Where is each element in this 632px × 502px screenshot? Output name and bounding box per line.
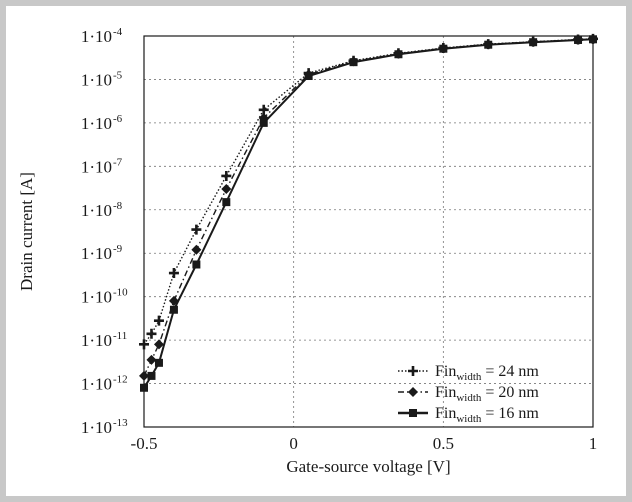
data-point xyxy=(259,118,268,127)
data-point xyxy=(169,305,178,314)
y-tick-label: 1·10 xyxy=(81,331,112,350)
series-1 xyxy=(139,34,598,381)
data-point xyxy=(304,72,313,81)
tick-labels: 1·10 -41·10 -51·10 -61·10 -71·10 -81·10 -91·10… xyxy=(81,26,597,453)
y-tick-exponent: -10 xyxy=(113,287,128,299)
series-line-2 xyxy=(143,38,594,389)
legend-swatch-marker xyxy=(408,387,418,397)
x-tick-label: 1 xyxy=(589,434,598,453)
data-point xyxy=(146,328,157,339)
y-tick-label: 1·10 xyxy=(81,70,112,89)
data-point xyxy=(349,58,358,67)
data-point xyxy=(153,339,164,350)
y-tick-exponent: -8 xyxy=(113,200,123,212)
x-tick-label: 0 xyxy=(289,434,298,453)
data-point xyxy=(484,40,493,49)
series-line-1 xyxy=(143,38,594,377)
x-axis-label: Gate-source voltage [V] xyxy=(286,457,450,476)
legend-swatch-marker xyxy=(408,366,418,376)
legend-swatch-marker xyxy=(409,409,417,417)
y-axis-label: Drain current [A] xyxy=(17,172,36,291)
y-tick-exponent: -13 xyxy=(113,417,128,429)
y-tick-exponent: -5 xyxy=(113,69,123,81)
data-point xyxy=(439,44,448,53)
data-point xyxy=(394,50,403,59)
y-tick-label: 1·10 xyxy=(81,288,112,307)
y-tick-exponent: -12 xyxy=(113,374,128,386)
y-tick-label: 1·10 xyxy=(81,375,112,394)
x-tick-label: 0.5 xyxy=(433,434,454,453)
legend-label: Finwidth = 16 nm xyxy=(435,405,539,425)
y-tick-exponent: -9 xyxy=(113,243,123,255)
data-point xyxy=(574,35,583,44)
series-group xyxy=(139,33,598,392)
y-tick-label: 1·10 xyxy=(81,157,112,176)
data-point xyxy=(191,244,202,255)
y-tick-exponent: -6 xyxy=(113,113,123,125)
data-point xyxy=(192,260,201,269)
data-point xyxy=(191,224,202,235)
data-point xyxy=(168,268,179,279)
y-tick-label: 1·10 xyxy=(81,201,112,220)
y-tick-label: 1·10 xyxy=(81,114,112,133)
y-tick-exponent: -4 xyxy=(113,26,123,38)
y-tick-exponent: -11 xyxy=(113,330,127,342)
legend-entry-1: Finwidth = 20 nm xyxy=(398,384,539,404)
data-point xyxy=(221,170,232,181)
x-tick-label: -0.5 xyxy=(131,434,158,453)
legend-entry-0: Finwidth = 24 nm xyxy=(398,363,539,383)
legend-label: Finwidth = 20 nm xyxy=(435,384,539,404)
data-point xyxy=(529,38,538,47)
series-0 xyxy=(139,33,598,350)
data-point xyxy=(154,358,163,367)
y-tick-label: 1·10 xyxy=(81,27,112,46)
series-line-0 xyxy=(143,38,594,345)
y-tick-exponent: -7 xyxy=(113,156,123,168)
data-point xyxy=(147,371,156,380)
series-2 xyxy=(140,35,597,392)
y-tick-label: 1·10 xyxy=(81,244,112,263)
plot-area-border xyxy=(143,35,594,428)
legend-entry-2: Finwidth = 16 nm xyxy=(398,405,539,425)
data-point xyxy=(222,198,231,207)
legend-label: Finwidth = 24 nm xyxy=(435,363,539,383)
data-point xyxy=(221,184,232,195)
data-point xyxy=(153,315,164,326)
data-point xyxy=(146,354,157,365)
y-tick-label: 1·10 xyxy=(81,418,112,437)
